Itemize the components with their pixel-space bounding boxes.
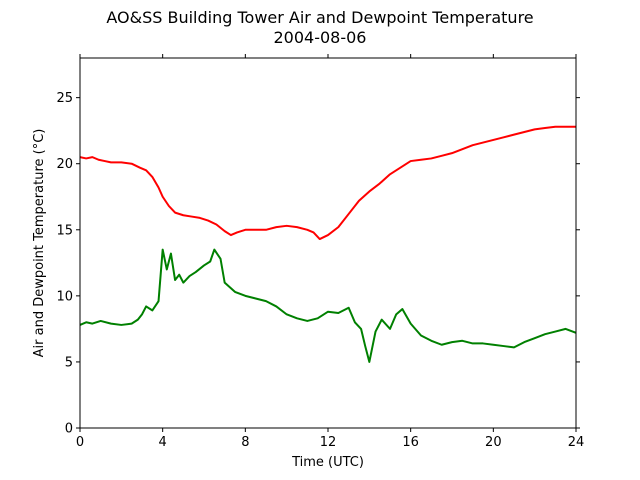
y-tick-label: 25 — [56, 91, 73, 106]
y-tick-label: 0 — [65, 422, 73, 437]
series-line-2 — [79, 248, 577, 363]
y-tick-label: 5 — [65, 355, 73, 370]
x-tick-label: 8 — [241, 435, 249, 450]
chart-subtitle: 2004-08-06 — [273, 28, 367, 47]
x-tick-label: 20 — [485, 435, 502, 450]
series-line-1 — [79, 125, 576, 241]
y-tick-label: 15 — [56, 223, 73, 238]
y-axis-label: Air and Dewpoint Temperature (°C) — [32, 129, 47, 358]
x-tick-label: 0 — [76, 435, 84, 450]
plot-frame — [79, 57, 577, 429]
x-tick-label: 16 — [402, 435, 419, 450]
y-tick-label: 10 — [56, 289, 73, 304]
x-tick-label: 24 — [568, 435, 585, 450]
chart-title: AO&SS Building Tower Air and Dewpoint Te… — [106, 8, 534, 27]
y-tick-label: 20 — [56, 157, 73, 172]
series-layer — [79, 125, 577, 363]
ticks-layer: 0 4 8 12 16 20 24 0 5 10 15 20 25 — [56, 54, 584, 450]
x-axis-label: Time (UTC) — [291, 455, 364, 470]
x-tick-label: 12 — [320, 435, 337, 450]
x-tick-label: 4 — [159, 435, 167, 450]
